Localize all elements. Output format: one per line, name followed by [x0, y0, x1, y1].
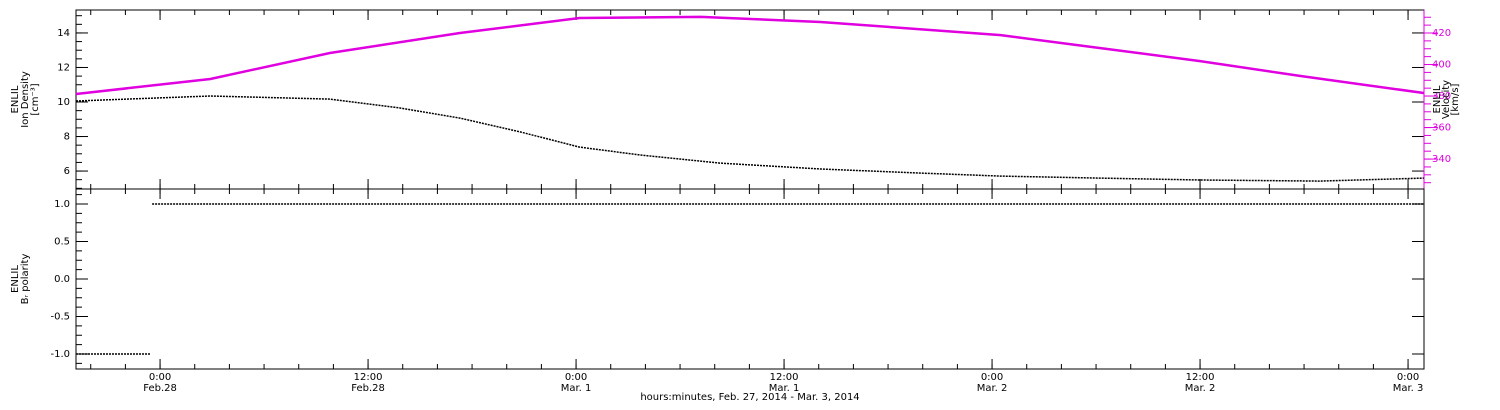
- y-axis-title: [cm⁻³]: [30, 83, 41, 115]
- y-axis-title: Bᵣ polarity: [20, 254, 31, 305]
- series-line: [75, 15, 1424, 96]
- y-tick-label: 1.0: [54, 199, 70, 210]
- y2-tick-label: 400: [1432, 60, 1451, 71]
- x-tick-label: 0:00 Mar. 3: [1392, 372, 1424, 394]
- y-tick-label: 0.5: [54, 237, 70, 248]
- y-tick-label: -0.5: [50, 312, 70, 323]
- y-tick-label: 0.0: [54, 274, 70, 285]
- series-line: [75, 95, 1424, 182]
- y-tick-label: 10: [57, 97, 70, 108]
- y-tick-label: 8: [64, 132, 70, 143]
- x-tick-label: 0:00 Feb.28: [143, 372, 177, 394]
- x-tick-label: 12:00 Mar. 2: [1184, 372, 1216, 394]
- y2-tick-label: 360: [1432, 123, 1451, 134]
- plot-frame: [75, 188, 1425, 370]
- x-tick-label: 0:00 Mar. 2: [976, 372, 1008, 394]
- y2-axis-title: Velocity: [1441, 80, 1452, 119]
- y2-tick-label: 420: [1432, 28, 1451, 39]
- y-axis-title: ENLIL: [10, 85, 21, 113]
- y-axis-title: Ion Density: [20, 71, 31, 128]
- x-axis-title: hours:minutes, Feb. 27, 2014 - Mar. 3, 2…: [640, 392, 860, 403]
- series-line: [76, 203, 1424, 355]
- y-axis-title: ENLIL: [10, 265, 21, 293]
- y2-axis-title: [km/s]: [1450, 83, 1461, 115]
- y-tick-label: -1.0: [50, 349, 70, 360]
- x-tick-label: 12:00 Feb.28: [351, 372, 385, 394]
- y2-tick-label: 380: [1432, 91, 1451, 102]
- y-tick-label: 6: [64, 166, 70, 177]
- y2-tick-label: 340: [1432, 154, 1451, 165]
- plot-frame: [75, 9, 1425, 190]
- x-tick-label: 0:00 Mar. 1: [560, 372, 592, 394]
- y-tick-label: 12: [57, 62, 70, 73]
- y2-axis-title: ENLIL: [1432, 85, 1443, 113]
- x-tick-label: 12:00 Mar. 1: [768, 372, 800, 394]
- y-tick-label: 14: [57, 28, 70, 39]
